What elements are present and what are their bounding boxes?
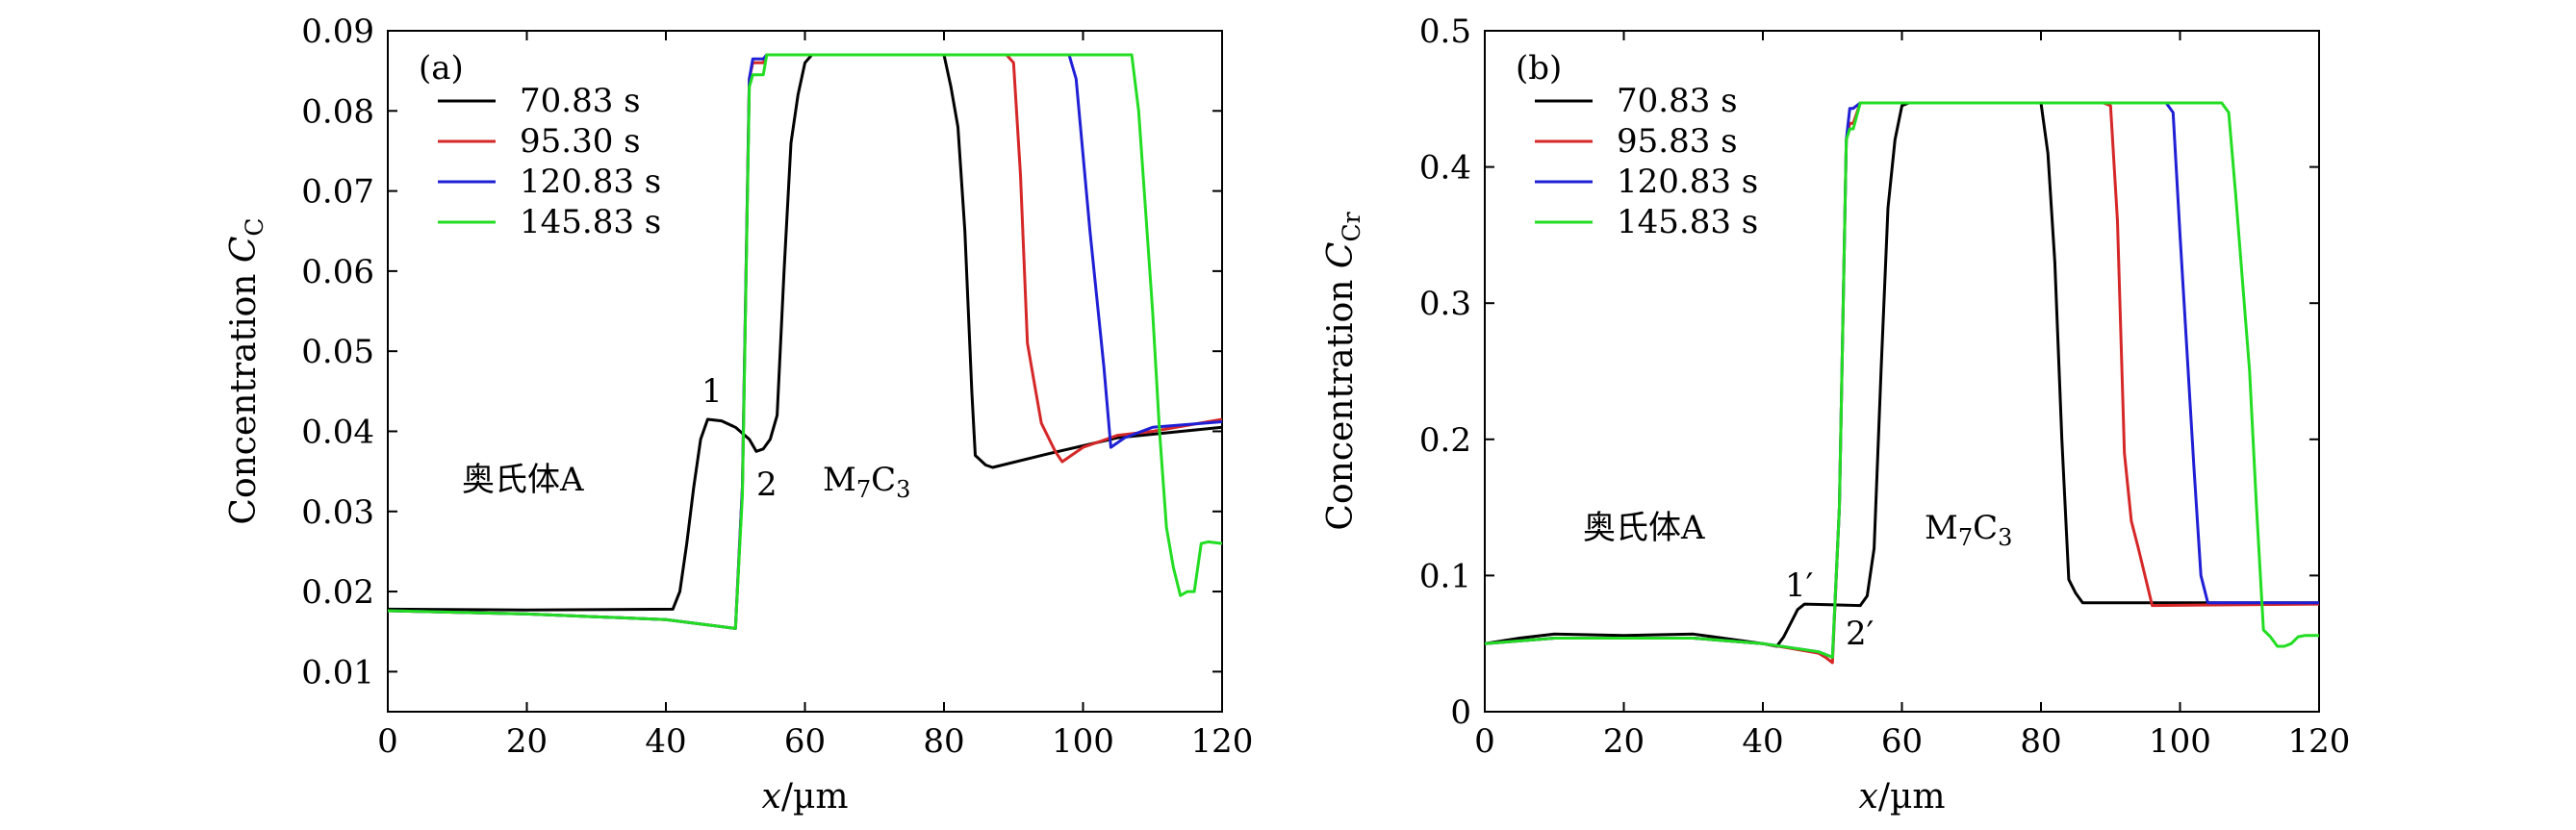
chart-a-legend-label-2: 95.30 s	[520, 122, 641, 161]
chart-b-legend-label-2: 95.83 s	[1617, 122, 1738, 161]
chart-a-x-tick-label: 20	[506, 722, 548, 761]
chart-b-x-axis-label: x/µm	[1859, 777, 1946, 817]
chart-a-carbide-label: M7C3	[823, 461, 910, 503]
chart-b-series-line-4	[1484, 101, 2319, 659]
chart-b-y-tick-label: 0.1	[1419, 557, 1471, 595]
chart-b-plot-frame	[1484, 30, 2320, 713]
chart-a-y-tick-label: 0.02	[301, 573, 374, 612]
chart-a-x-tick-label: 40	[645, 722, 686, 761]
chart-a-legend-label-4: 145.83 s	[520, 203, 661, 241]
chart-b-y-tick-label: 0	[1450, 693, 1471, 732]
chart-b-series-line-1	[1484, 101, 2319, 648]
chart-b-carbide-label: M7C3	[1925, 509, 2012, 551]
chart-b-x-tick-label: 80	[2020, 722, 2061, 761]
chart-b-series-line-2	[1484, 101, 2320, 665]
chart-a-x-axis-label: x/µm	[762, 777, 849, 817]
chart-b-x-tick-label: 40	[1742, 722, 1783, 761]
chart-b-legend-label-4: 145.83 s	[1617, 203, 1758, 241]
chart-b-legend-label-1: 70.83 s	[1617, 82, 1738, 120]
chart-a-series-line-4	[387, 53, 1223, 630]
chart-a-y-tick-label: 0.01	[301, 653, 374, 692]
chart-a-x-tick-label: 100	[1052, 722, 1114, 761]
chart-a-panel-tag: (a)	[419, 49, 464, 88]
chart-a-y-tick-label: 0.09	[301, 13, 374, 51]
chart-a-series-line-3	[387, 53, 1223, 630]
chart-b-panel-tag: (b)	[1516, 49, 1562, 88]
chart-b-x-tick-label: 0	[1474, 722, 1495, 761]
chart-panel-b: 0 20 40 60 80 100 120 0 0.1 0.2 0.3 0.4 0.5 x/µm Conce…	[1321, 13, 2350, 817]
chart-b-austenite-label: 奥氏体A	[1583, 509, 1705, 547]
chart-a-legend-label-3: 120.83 s	[520, 163, 661, 201]
chart-a-x-tick-label: 60	[784, 722, 826, 761]
chart-a-y-tick-label: 0.04	[301, 413, 374, 451]
chart-b-y-tick-label: 0.3	[1419, 285, 1471, 323]
chart-b-x-tick-label: 120	[2288, 722, 2351, 761]
chart-a-x-tick-label: 80	[923, 722, 964, 761]
chart-panel-a: 0 20 40 60 80 100 120 0.01 0.02 0.03 0.04 0.05 0.06 0…	[224, 13, 1253, 817]
chart-a-y-tick-label: 0.03	[301, 493, 374, 532]
chart-b-y-tick-label: 0.2	[1419, 421, 1471, 460]
chart-a-legend-label-1: 70.83 s	[520, 82, 641, 120]
chart-a-point-1-label: 1	[701, 372, 723, 411]
chart-b-point-1-label: 1′	[1785, 566, 1813, 605]
chart-b-legend-label-3: 120.83 s	[1617, 163, 1758, 201]
chart-a-y-tick-label: 0.07	[301, 173, 374, 212]
chart-b-point-2-label: 2′	[1846, 615, 1874, 653]
chart-a-y-tick-label: 0.05	[301, 333, 374, 371]
chart-b-x-tick-label: 100	[2149, 722, 2211, 761]
chart-a-series-line-2	[387, 53, 1223, 630]
chart-a-austenite-label: 奥氏体A	[462, 461, 584, 499]
chart-a-y-tick-label: 0.08	[301, 92, 374, 131]
chart-a-point-2-label: 2	[756, 465, 778, 504]
chart-b-y-axis-label: Concentration CCr	[1321, 212, 1365, 530]
chart-a-x-tick-label: 0	[377, 722, 398, 761]
chart-a-x-tick-label: 120	[1191, 722, 1254, 761]
chart-a-y-axis-label: Concentration CC	[224, 217, 268, 524]
chart-b-y-tick-label: 0.4	[1419, 149, 1471, 188]
chart-a-y-tick-label: 0.06	[301, 253, 374, 291]
chart-b-series-line-3	[1484, 101, 2319, 659]
chart-b-x-tick-label: 20	[1603, 722, 1645, 761]
chart-a-series-line-1	[387, 53, 1223, 612]
chart-b-y-tick-label: 0.5	[1419, 13, 1471, 51]
chart-b-x-tick-label: 60	[1881, 722, 1923, 761]
